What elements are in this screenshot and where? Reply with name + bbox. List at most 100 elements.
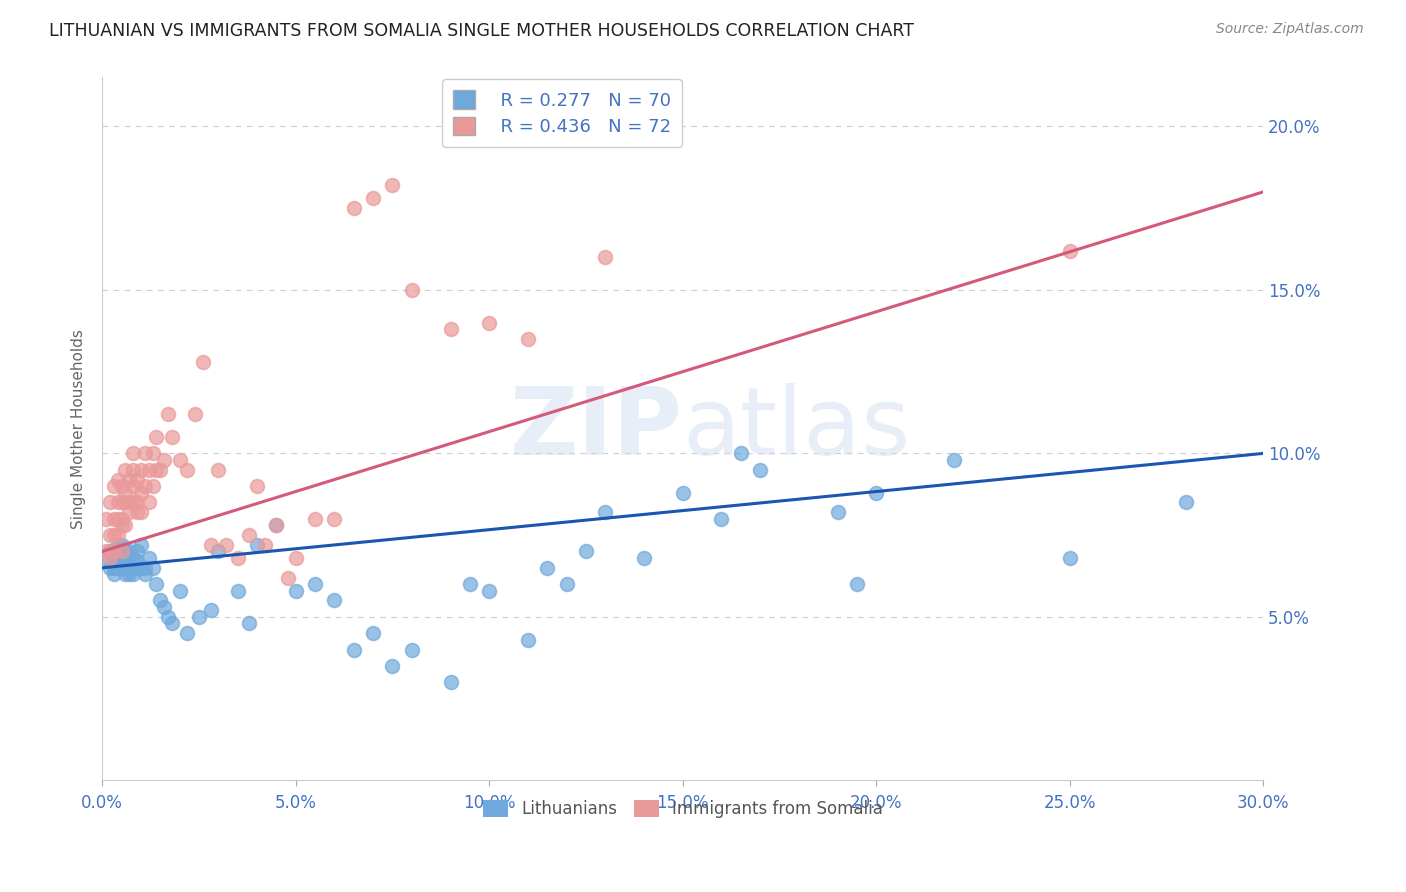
Point	[184, 407, 207, 421]
Point	[122, 551, 145, 566]
Point	[200, 538, 222, 552]
Point	[555, 577, 578, 591]
Point	[361, 626, 384, 640]
Point	[98, 551, 121, 566]
Point	[110, 544, 132, 558]
Point	[110, 551, 132, 566]
Point	[107, 551, 129, 566]
Point	[110, 512, 132, 526]
Point	[827, 505, 849, 519]
Point	[633, 551, 655, 566]
Text: Source: ZipAtlas.com: Source: ZipAtlas.com	[1216, 22, 1364, 37]
Point	[103, 551, 125, 566]
Point	[138, 551, 160, 566]
Point	[118, 495, 141, 509]
Point	[215, 538, 238, 552]
Point	[138, 495, 160, 509]
Point	[381, 659, 404, 673]
Point	[134, 479, 156, 493]
Point	[141, 479, 163, 493]
Point	[149, 463, 172, 477]
Point	[845, 577, 868, 591]
Point	[160, 616, 183, 631]
Point	[110, 538, 132, 552]
Point	[595, 505, 617, 519]
Point	[114, 463, 136, 477]
Text: ZIP: ZIP	[510, 383, 683, 475]
Point	[107, 528, 129, 542]
Point	[114, 518, 136, 533]
Point	[401, 283, 423, 297]
Point	[277, 571, 299, 585]
Point	[238, 528, 260, 542]
Point	[1059, 244, 1081, 258]
Point	[107, 561, 129, 575]
Point	[118, 544, 141, 558]
Point	[710, 512, 733, 526]
Point	[98, 495, 121, 509]
Point	[125, 554, 148, 568]
Point	[122, 446, 145, 460]
Point	[107, 538, 129, 552]
Point	[103, 544, 125, 558]
Text: LITHUANIAN VS IMMIGRANTS FROM SOMALIA SINGLE MOTHER HOUSEHOLDS CORRELATION CHART: LITHUANIAN VS IMMIGRANTS FROM SOMALIA SI…	[49, 22, 914, 40]
Point	[145, 430, 167, 444]
Point	[536, 561, 558, 575]
Point	[156, 610, 179, 624]
Point	[122, 463, 145, 477]
Point	[114, 567, 136, 582]
Point	[122, 495, 145, 509]
Point	[122, 479, 145, 493]
Point	[141, 561, 163, 575]
Point	[343, 642, 366, 657]
Point	[114, 485, 136, 500]
Point	[129, 538, 152, 552]
Point	[865, 485, 887, 500]
Point	[110, 495, 132, 509]
Point	[118, 505, 141, 519]
Point	[103, 561, 125, 575]
Point	[361, 191, 384, 205]
Point	[114, 495, 136, 509]
Point	[169, 583, 191, 598]
Point	[169, 453, 191, 467]
Point	[141, 446, 163, 460]
Point	[207, 544, 229, 558]
Point	[207, 463, 229, 477]
Point	[125, 495, 148, 509]
Point	[381, 178, 404, 193]
Point	[323, 593, 346, 607]
Point	[942, 453, 965, 467]
Point	[103, 567, 125, 582]
Point	[439, 322, 461, 336]
Point	[284, 551, 307, 566]
Point	[266, 518, 288, 533]
Text: atlas: atlas	[683, 383, 911, 475]
Point	[145, 577, 167, 591]
Point	[458, 577, 481, 591]
Point	[595, 250, 617, 264]
Point	[118, 567, 141, 582]
Point	[517, 632, 540, 647]
Point	[125, 544, 148, 558]
Point	[304, 512, 326, 526]
Point	[110, 518, 132, 533]
Point	[176, 463, 198, 477]
Point	[122, 567, 145, 582]
Legend: Lithuanians, Immigrants from Somalia: Lithuanians, Immigrants from Somalia	[477, 793, 890, 825]
Point	[176, 626, 198, 640]
Point	[129, 561, 152, 575]
Point	[246, 538, 269, 552]
Point	[1059, 551, 1081, 566]
Point	[238, 616, 260, 631]
Point	[149, 593, 172, 607]
Point	[401, 642, 423, 657]
Point	[114, 544, 136, 558]
Point	[153, 600, 176, 615]
Point	[134, 567, 156, 582]
Point	[103, 479, 125, 493]
Point	[478, 316, 501, 330]
Point	[134, 446, 156, 460]
Point	[94, 544, 117, 558]
Point	[129, 463, 152, 477]
